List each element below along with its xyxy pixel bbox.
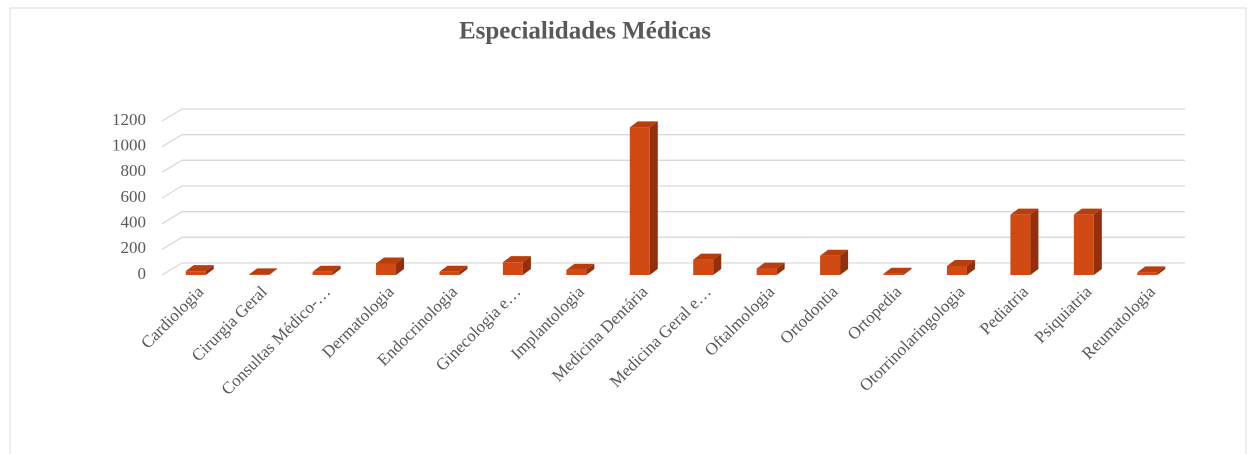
grid-line-side [161, 134, 183, 148]
bar-top [946, 260, 975, 267]
bar-side [713, 253, 722, 275]
bar [1073, 214, 1094, 275]
bar-top [1137, 266, 1166, 273]
bar-side [966, 260, 975, 275]
bar [1137, 272, 1158, 275]
y-tick-label: 1200 [112, 110, 146, 129]
grid-line-side [161, 108, 183, 122]
bar-top [1073, 208, 1102, 215]
bar-top [629, 121, 658, 128]
bar-top [566, 263, 595, 270]
grid-line-side [161, 159, 183, 173]
bar [185, 271, 206, 275]
bar-top [693, 253, 722, 260]
bar [439, 271, 460, 275]
bar [946, 266, 967, 275]
bar-side [1157, 266, 1166, 275]
bar-side [332, 265, 341, 275]
bar-side [269, 268, 278, 275]
grid-line-side [161, 185, 183, 199]
bar-top [312, 265, 341, 272]
bar-top [502, 256, 531, 263]
grid-line-side [161, 236, 183, 250]
grid-line-side [161, 211, 183, 225]
y-tick-label: 200 [121, 238, 147, 257]
chart-frame [9, 7, 1247, 454]
bar-top [820, 249, 849, 256]
y-tick-label: 0 [138, 264, 147, 283]
bar-side [205, 265, 214, 275]
chart-title: Especialidades Médicas [459, 18, 711, 45]
bar-top [883, 267, 912, 274]
bar-top [376, 257, 405, 264]
y-tick-label: 800 [121, 161, 147, 180]
bar [883, 273, 904, 275]
bar-side [396, 257, 405, 275]
y-tick-label: 600 [121, 187, 147, 206]
y-tick-label: 400 [121, 213, 147, 232]
bar [566, 269, 587, 275]
bar-side [459, 265, 468, 275]
bar-top [249, 268, 278, 275]
bar [629, 127, 650, 276]
bar-top [756, 262, 785, 269]
bar [249, 274, 270, 275]
bar [756, 268, 777, 275]
bar [820, 255, 841, 275]
bar-side [903, 267, 912, 275]
bar-side [649, 121, 658, 276]
bar-side [522, 256, 531, 275]
bar [312, 271, 333, 275]
bar-top [185, 265, 214, 272]
bar-side [776, 262, 785, 275]
bar [693, 259, 714, 275]
bar-side [1030, 208, 1039, 275]
y-tick-label: 1000 [112, 136, 146, 155]
bar-side [586, 263, 595, 275]
bar [1010, 214, 1031, 275]
grid-line-side [161, 262, 183, 276]
bar [502, 262, 523, 275]
bar [376, 263, 397, 275]
bar-side [1093, 208, 1102, 275]
bar-top [439, 265, 468, 272]
bar-side [840, 249, 849, 275]
bar-top [1010, 208, 1039, 215]
